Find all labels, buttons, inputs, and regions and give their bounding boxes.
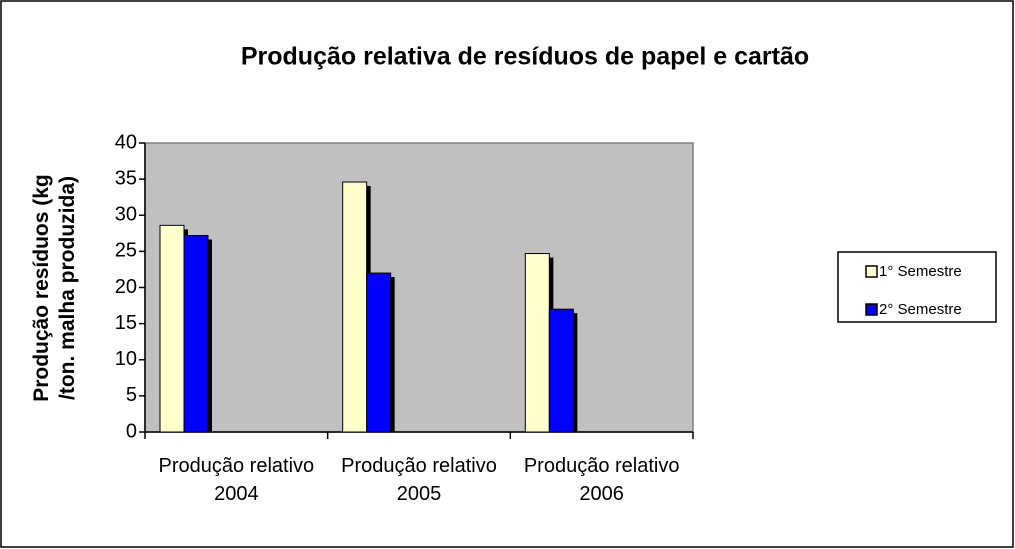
y-tick-label: 5 [126,384,137,406]
plot-area [144,142,694,433]
y-tick-label: 40 [115,131,137,153]
y-tick-label: 15 [115,312,137,334]
y-tick-label: 0 [126,420,137,442]
bar [366,272,392,433]
bar [342,181,368,433]
y-tick-label: 20 [115,276,137,298]
legend-swatch [865,303,878,316]
legend-box [837,251,997,323]
bar [159,224,185,433]
x-tick-label: Produção relativo 2004 [158,455,315,505]
x-tick-label: Produção relativo 2005 [341,455,497,505]
bar [548,308,574,433]
legend-label: 2° Semestre [879,301,962,318]
legend-swatch [865,265,878,278]
y-tick-label: 35 [115,167,137,189]
bar [524,253,550,433]
legend-label: 1° Semestre [879,263,962,280]
x-tick-label: Produção relativo 2006 [523,455,680,505]
bar [183,234,209,433]
y-axis-label: Produção resíduos (kg /ton. malha produz… [30,174,79,402]
y-tick-label: 30 [115,204,137,226]
chart-title: Produção relativa de resíduos de papel e… [241,43,809,71]
y-tick-label: 10 [115,348,137,370]
y-tick-label: 25 [115,240,137,262]
